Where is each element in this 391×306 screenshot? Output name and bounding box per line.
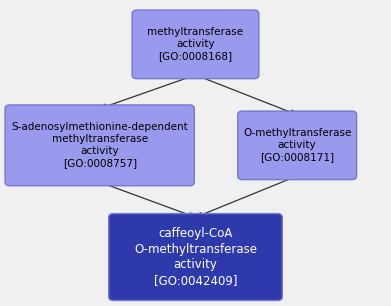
Text: methyltransferase
activity
[GO:0008168]: methyltransferase activity [GO:0008168] (147, 27, 244, 62)
Text: caffeoyl-CoA
O-methyltransferase
activity
[GO:0042409]: caffeoyl-CoA O-methyltransferase activit… (134, 227, 257, 287)
Text: S-adenosylmethionine-dependent
methyltransferase
activity
[GO:0008757]: S-adenosylmethionine-dependent methyltra… (11, 122, 188, 168)
FancyBboxPatch shape (5, 105, 194, 186)
FancyBboxPatch shape (109, 214, 282, 300)
FancyBboxPatch shape (132, 10, 259, 79)
Text: O-methyltransferase
activity
[GO:0008171]: O-methyltransferase activity [GO:0008171… (243, 128, 352, 162)
FancyBboxPatch shape (238, 111, 357, 180)
